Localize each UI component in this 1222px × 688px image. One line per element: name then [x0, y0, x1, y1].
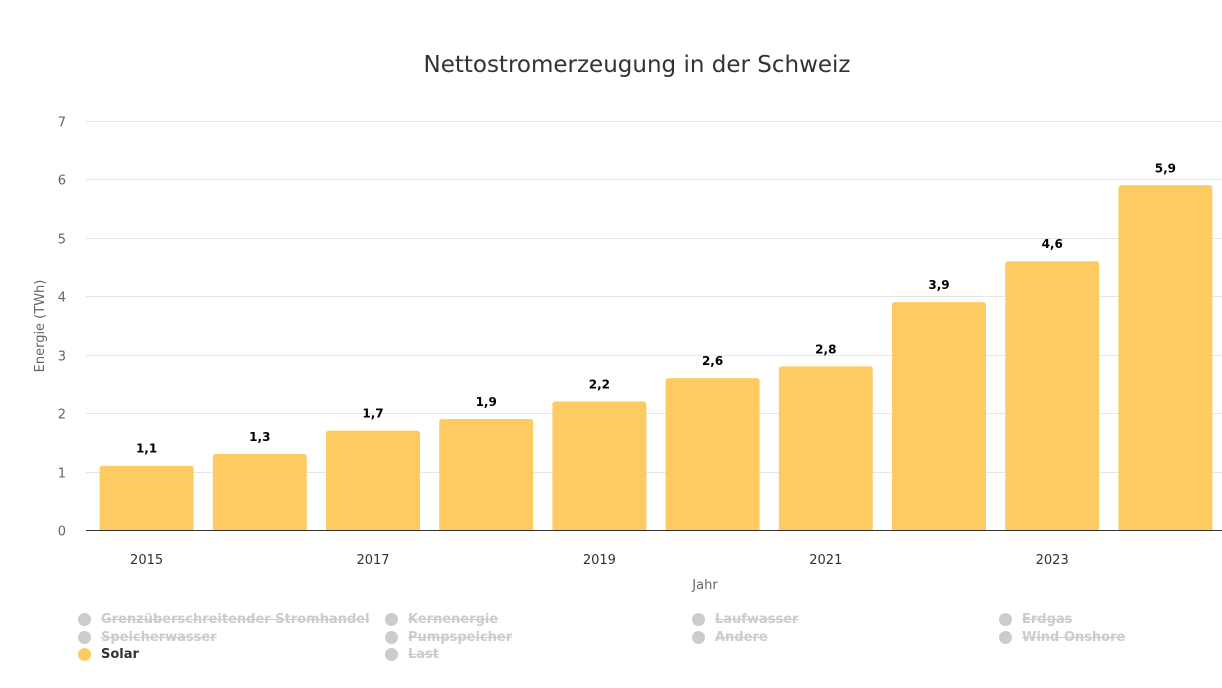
legend-marker-icon — [692, 613, 705, 627]
data-label-2018: 1,9 — [476, 395, 497, 409]
data-label-2021: 2,8 — [815, 342, 836, 356]
y-tick-label: 7 — [58, 116, 66, 131]
bar-2023[interactable] — [1005, 261, 1100, 530]
y-tick-label: 4 — [58, 291, 66, 306]
legend-item-wind-onshore[interactable]: Wind Onshore — [999, 629, 1219, 647]
legend-marker-icon — [692, 630, 705, 644]
bar-2020[interactable] — [665, 378, 760, 530]
legend-marker-icon — [999, 630, 1012, 644]
legend-label: Andere — [715, 629, 768, 645]
legend-item-kernenergie[interactable]: Kernenergie — [385, 611, 692, 629]
bar-2018[interactable] — [439, 418, 534, 530]
x-tick-label: 2019 — [583, 553, 616, 568]
legend-marker-icon — [385, 630, 398, 644]
data-label-2017: 1,7 — [362, 407, 383, 421]
x-tick-label: 2023 — [1036, 553, 1069, 568]
x-axis-title: Jahr — [691, 578, 718, 593]
y-tick-label: 3 — [58, 350, 66, 365]
bar-2021[interactable] — [778, 366, 873, 530]
y-tick-label: 0 — [58, 525, 66, 540]
bar-2017[interactable] — [326, 430, 420, 530]
y-tick-label: 1 — [58, 467, 66, 482]
legend-label: Kernenergie — [408, 612, 499, 628]
legend-item-erdgas[interactable]: Erdgas — [999, 611, 1219, 629]
data-label-2016: 1,3 — [249, 430, 270, 444]
bar-2022[interactable] — [892, 302, 986, 530]
legend-item-laufwasser[interactable]: Laufwasser — [692, 611, 999, 629]
y-axis-ticks: 0 1 2 3 4 5 6 7 — [58, 116, 66, 540]
y-axis-title: Energie (TWh) — [33, 280, 48, 373]
legend-label: Pumpspeicher — [408, 629, 513, 645]
x-tick-label: 2017 — [356, 553, 389, 568]
x-tick-label: 2021 — [809, 553, 842, 568]
bar-2015[interactable] — [99, 465, 194, 530]
x-tick-label: 2015 — [130, 553, 163, 568]
data-label-2023: 4,6 — [1042, 237, 1063, 251]
legend-label: Speicherwasser — [101, 629, 217, 645]
data-label-2019: 2,2 — [589, 377, 610, 391]
legend: Grenzüberschreitender Stromhandel Kernene… — [78, 611, 1218, 664]
legend-item-last[interactable]: Last — [385, 646, 692, 664]
x-axis-ticks: 2015 2017 2019 2021 2023 — [130, 553, 1069, 568]
legend-item-grenzüberschreitender-stromhandel[interactable]: Grenzüberschreitender Stromhandel — [78, 611, 385, 629]
data-label-2020: 2,6 — [702, 354, 723, 368]
legend-marker-icon — [385, 648, 398, 662]
data-label-2015: 1,1 — [136, 442, 157, 456]
legend-marker-icon — [385, 613, 398, 627]
y-tick-label: 6 — [58, 174, 66, 189]
bar-chart: Nettostromerzeugung in der Schweiz 0 1 2 3 4… — [33, 52, 1222, 593]
legend-label: Last — [408, 647, 440, 663]
y-tick-label: 5 — [58, 233, 66, 248]
legend-item-solar[interactable]: Solar — [78, 646, 385, 664]
bar-2016[interactable] — [212, 454, 307, 530]
data-label-2024: 5,9 — [1155, 161, 1176, 175]
legend-item-speicherwasser[interactable]: Speicherwasser — [78, 629, 385, 647]
legend-marker-icon — [999, 613, 1012, 627]
y-tick-label: 2 — [58, 408, 66, 423]
bar-2024[interactable] — [1118, 185, 1213, 530]
legend-marker-icon — [78, 613, 91, 627]
legend-label: Erdgas — [1022, 612, 1073, 628]
gridlines — [86, 121, 1222, 473]
legend-marker-icon — [78, 630, 91, 644]
data-label-2022: 3,9 — [928, 278, 949, 292]
legend-label: Solar — [101, 647, 139, 663]
bars — [99, 185, 1213, 530]
legend-item-andere[interactable]: Andere — [692, 629, 999, 647]
legend-label: Grenzüberschreitender Stromhandel — [101, 612, 370, 628]
legend-label: Laufwasser — [715, 612, 799, 628]
legend-item-pumpspeicher[interactable]: Pumpspeicher — [385, 629, 692, 647]
legend-marker-icon — [78, 648, 91, 662]
data-labels: 1,1 1,3 1,7 1,9 2,2 2,6 2,8 3,9 4,6 5,9 — [136, 161, 1176, 455]
legend-label: Wind Onshore — [1022, 629, 1126, 645]
bar-2019[interactable] — [552, 401, 647, 530]
chart-title: Nettostromerzeugung in der Schweiz — [423, 52, 850, 78]
